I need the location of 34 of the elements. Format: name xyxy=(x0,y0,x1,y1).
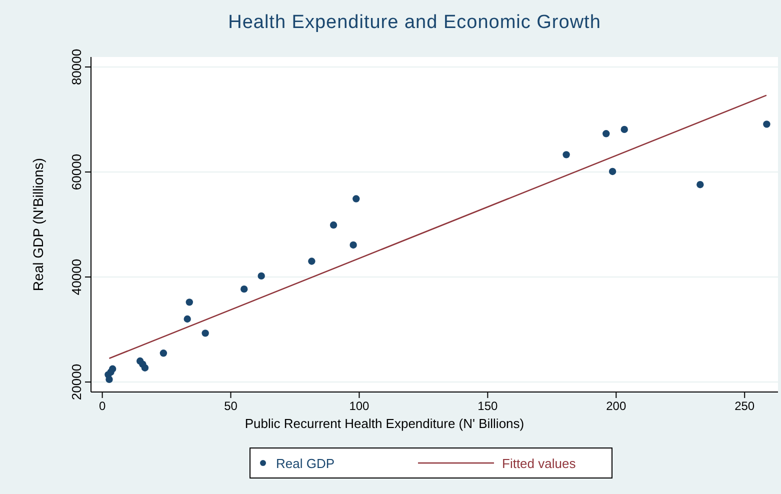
x-axis-title: Public Recurrent Health Expenditure (N' Billions) xyxy=(244,416,524,431)
x-tick-label: 50 xyxy=(224,399,238,413)
point xyxy=(308,258,316,265)
point xyxy=(258,272,265,280)
point xyxy=(330,221,338,229)
y-axis-title: Real GDP (N'Billions) xyxy=(30,158,46,292)
x-tick-label: 0 xyxy=(98,399,106,413)
legend-label: Real GDP xyxy=(276,456,335,471)
y-tick-label: 80000 xyxy=(69,48,84,86)
point xyxy=(108,365,116,372)
y-tick-label: 40000 xyxy=(69,258,84,296)
point xyxy=(186,298,193,306)
x-tick-label: 150 xyxy=(478,399,498,413)
point xyxy=(202,330,209,337)
point xyxy=(350,241,357,249)
point xyxy=(106,376,113,383)
point xyxy=(620,126,628,134)
y-tick-label: 20000 xyxy=(69,364,84,400)
y-tick-label: 60000 xyxy=(69,154,84,190)
point xyxy=(352,195,360,202)
point xyxy=(160,350,168,357)
point xyxy=(696,180,704,188)
point xyxy=(562,151,570,158)
point xyxy=(184,315,191,323)
text: Fitted values xyxy=(502,456,576,471)
point xyxy=(240,285,248,293)
chart-title: Health Expenditure and Economic Growth xyxy=(228,12,601,33)
x-tick-label: 200 xyxy=(606,399,626,413)
point xyxy=(602,130,610,138)
x-tick-label: 100 xyxy=(349,399,370,413)
point xyxy=(141,364,149,372)
point xyxy=(608,168,616,176)
x-tick-label: 250 xyxy=(734,399,755,413)
point xyxy=(763,120,770,128)
